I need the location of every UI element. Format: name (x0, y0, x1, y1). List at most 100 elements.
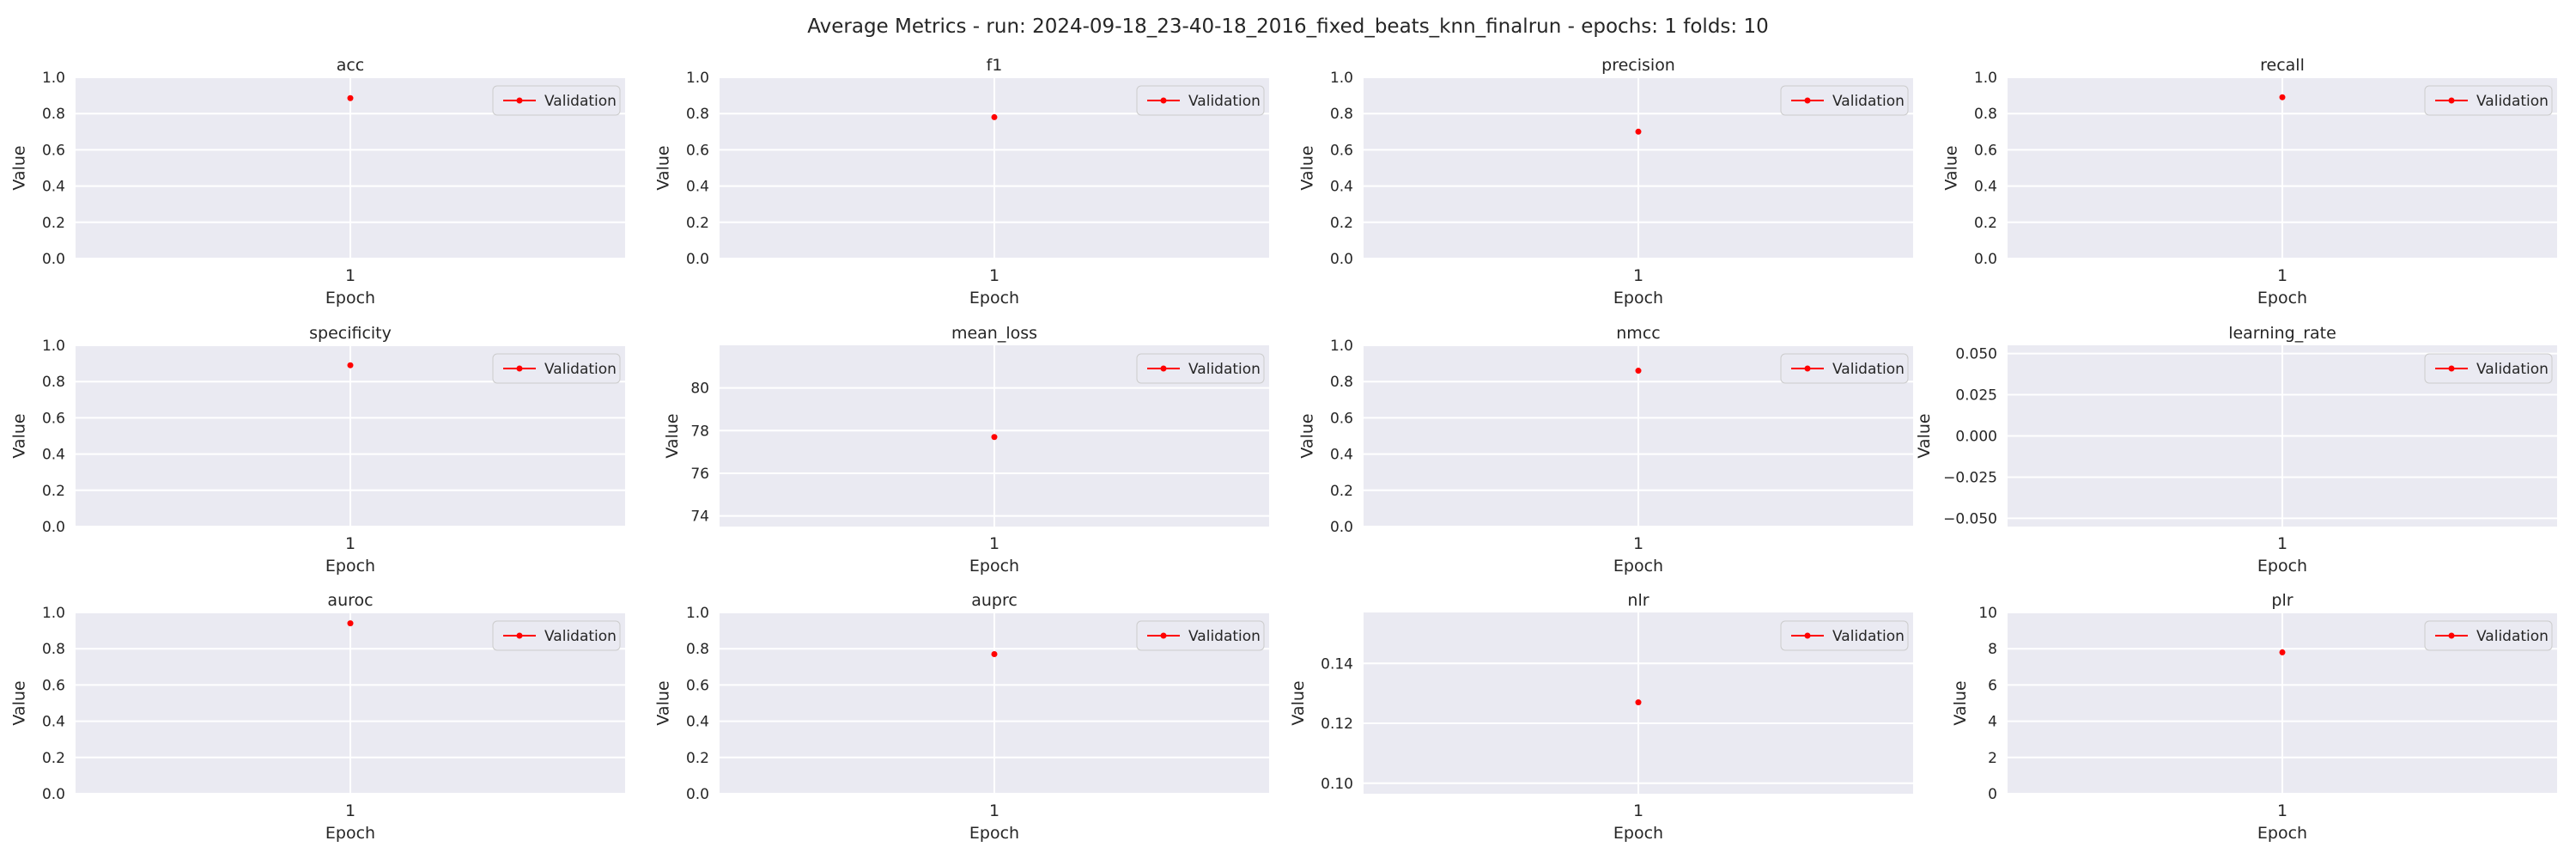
y-tick-label: 1.0 (1974, 70, 1997, 87)
legend-marker (2448, 632, 2455, 639)
data-point (1635, 699, 1642, 706)
legend-label: Validation (1832, 361, 1905, 378)
y-tick-label: 0.2 (42, 215, 65, 232)
x-axis-label: Epoch (2257, 557, 2307, 576)
legend-marker (1804, 365, 1811, 372)
x-tick-label: 1 (345, 801, 355, 820)
y-tick-label: 0.8 (686, 106, 709, 123)
x-axis-label: Epoch (969, 289, 1019, 308)
legend-label: Validation (1832, 628, 1905, 645)
legend-marker (516, 97, 523, 104)
data-point (1635, 368, 1642, 375)
y-axis-label: Value (10, 680, 29, 725)
y-tick-label: 0.2 (686, 215, 709, 232)
y-tick-label: 0.2 (42, 483, 65, 500)
y-tick-label: 0.2 (1330, 215, 1353, 232)
data-point (1635, 128, 1642, 135)
legend-marker (2448, 365, 2455, 372)
y-tick-label: 8 (1988, 641, 1997, 658)
data-point (991, 434, 998, 441)
y-tick-label: 0.6 (42, 677, 65, 694)
y-tick-label: 0.000 (1955, 429, 1997, 446)
x-axis-label: Epoch (325, 557, 375, 576)
x-tick-label: 1 (989, 801, 999, 820)
subplot-auprc: 0.0 0.2 0.4 0.6 0.8 1.0 1 auprc Epoch Value Valida… (654, 591, 1269, 843)
legend-box (1136, 353, 1265, 384)
y-axis-label: Value (1915, 413, 1934, 458)
legend: Validation (492, 620, 621, 651)
y-axis-label: Value (663, 413, 682, 458)
y-tick-label: 0.8 (1974, 106, 1997, 123)
data-point (991, 651, 998, 658)
legend-label: Validation (1188, 361, 1261, 378)
y-tick-label: 0.8 (1330, 374, 1353, 391)
subplot-title: auroc (327, 591, 373, 610)
y-tick-label: 0.6 (1974, 142, 1997, 159)
x-tick-label: 1 (989, 534, 999, 553)
y-tick-label: 0.6 (42, 142, 65, 159)
y-tick-label: 0.8 (42, 106, 65, 123)
y-tick-label: 0.0 (42, 519, 65, 536)
y-tick-label: 0.8 (42, 641, 65, 658)
subplot-title: mean_loss (951, 324, 1037, 343)
legend-label: Validation (544, 361, 617, 378)
x-tick-label: 1 (1633, 534, 1643, 553)
subplot-mean_loss: 74 76 78 80 1 mean_loss Epoch Value Validation (663, 324, 1269, 576)
subplot-title: nmcc (1616, 324, 1660, 343)
y-tick-label: 0.8 (686, 641, 709, 658)
data-point (2279, 649, 2286, 655)
y-tick-label: 1.0 (686, 605, 709, 622)
legend-marker (2448, 97, 2455, 104)
y-tick-label: 0.4 (1330, 179, 1353, 196)
y-tick-label: 0.4 (42, 447, 65, 464)
subplot-title: acc (337, 56, 365, 75)
x-tick-label: 1 (345, 266, 355, 285)
legend: Validation (1780, 620, 1909, 651)
x-tick-label: 1 (2277, 534, 2287, 553)
y-tick-label: 0.12 (1321, 716, 1353, 733)
y-tick-label: 0.4 (686, 179, 709, 196)
legend-marker (1160, 632, 1167, 639)
y-tick-label: 4 (1988, 714, 1997, 731)
legend: Validation (1136, 85, 1265, 116)
y-tick-label: 0.2 (1974, 215, 1997, 232)
x-tick-label: 1 (2277, 266, 2287, 285)
legend-label: Validation (1188, 93, 1261, 110)
x-axis-label: Epoch (2257, 289, 2307, 308)
y-tick-label: 0.4 (42, 714, 65, 731)
subplot-precision: 0.0 0.2 0.4 0.6 0.8 1.0 1 precision Epoch Value Va… (1298, 56, 1913, 308)
subplot-title: learning_rate (2228, 324, 2336, 343)
y-tick-label: 0.8 (1330, 106, 1353, 123)
y-tick-label: 0.6 (686, 142, 709, 159)
legend-label: Validation (2476, 361, 2549, 378)
y-tick-label: 0.4 (686, 714, 709, 731)
x-axis-label: Epoch (2257, 824, 2307, 843)
subplot-title: specificity (309, 324, 392, 343)
data-point (347, 620, 354, 627)
y-tick-label: 0.050 (1955, 346, 1997, 363)
y-tick-label: 0.0 (1330, 519, 1353, 536)
data-point (2279, 94, 2286, 101)
x-axis-label: Epoch (1613, 289, 1663, 308)
legend-box (2424, 353, 2553, 384)
legend-box (1780, 620, 1909, 651)
y-axis-label: Value (1298, 145, 1317, 190)
legend-box (2424, 85, 2553, 116)
legend-label: Validation (2476, 628, 2549, 645)
y-tick-label: 0.0 (42, 251, 65, 268)
data-point (347, 362, 354, 369)
legend-label: Validation (1832, 93, 1905, 110)
x-tick-label: 1 (989, 266, 999, 285)
subplot-nlr: 0.10 0.12 0.14 1 nlr Epoch Value Validation (1289, 591, 1913, 843)
x-tick-label: 1 (345, 534, 355, 553)
x-axis-label: Epoch (1613, 557, 1663, 576)
y-tick-label: 0.4 (1330, 447, 1353, 464)
y-tick-label: 0 (1988, 786, 1997, 803)
y-tick-label: 0.0 (1974, 251, 1997, 268)
x-axis-label: Epoch (325, 824, 375, 843)
y-tick-label: 0.0 (1330, 251, 1353, 268)
figure-title: Average Metrics - run: 2024-09-18_23-40-… (807, 15, 1768, 38)
subplot-specificity: 0.0 0.2 0.4 0.6 0.8 1.0 1 specificity Epoch Value… (10, 324, 625, 576)
x-axis-label: Epoch (969, 557, 1019, 576)
